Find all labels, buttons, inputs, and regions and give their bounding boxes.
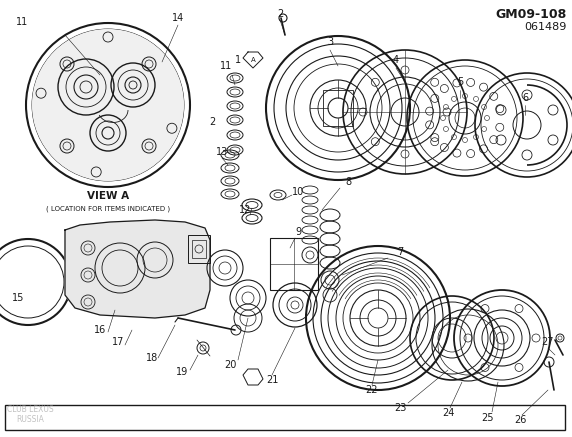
- Text: 11: 11: [220, 61, 232, 71]
- Polygon shape: [65, 220, 210, 318]
- Text: RUSSIA: RUSSIA: [16, 416, 44, 424]
- Circle shape: [32, 29, 184, 181]
- Text: 17: 17: [112, 337, 124, 347]
- Text: 061489: 061489: [525, 22, 567, 32]
- Text: 24: 24: [442, 408, 454, 418]
- Text: 13: 13: [216, 147, 228, 157]
- Text: 26: 26: [514, 415, 526, 425]
- Text: 5: 5: [457, 77, 463, 87]
- Bar: [270, 238, 318, 290]
- Text: 11: 11: [16, 17, 28, 27]
- Text: 14: 14: [172, 13, 184, 23]
- Text: 23: 23: [394, 403, 406, 413]
- Text: 12: 12: [239, 205, 251, 215]
- Text: 1: 1: [235, 55, 241, 65]
- Text: 3: 3: [327, 37, 333, 47]
- Text: 7: 7: [397, 247, 403, 257]
- Bar: [5, 405, 565, 430]
- Text: 2: 2: [277, 9, 283, 19]
- Text: ( LOCATION FOR ITEMS INDICATED ): ( LOCATION FOR ITEMS INDICATED ): [46, 205, 170, 212]
- Text: 15: 15: [12, 293, 24, 303]
- Text: GM09-108: GM09-108: [496, 8, 567, 21]
- Text: VIEW A: VIEW A: [87, 191, 129, 201]
- Bar: [192, 240, 206, 258]
- Text: 10: 10: [292, 187, 304, 197]
- Text: CLUB LEXUS: CLUB LEXUS: [7, 406, 53, 415]
- Bar: [323, 90, 353, 126]
- Text: 9: 9: [295, 227, 301, 237]
- Text: 21: 21: [266, 375, 278, 385]
- Text: 4: 4: [393, 55, 399, 65]
- Bar: [188, 235, 210, 263]
- Text: 19: 19: [176, 367, 188, 377]
- Text: 27: 27: [542, 337, 554, 347]
- Text: 22: 22: [366, 385, 378, 395]
- Text: 16: 16: [94, 325, 106, 335]
- Text: 6: 6: [522, 93, 528, 103]
- Text: A: A: [251, 57, 255, 63]
- Text: 8: 8: [345, 177, 351, 187]
- Text: 20: 20: [224, 360, 236, 370]
- Text: 18: 18: [146, 353, 158, 363]
- Text: 2: 2: [209, 117, 215, 127]
- Text: 25: 25: [482, 413, 494, 423]
